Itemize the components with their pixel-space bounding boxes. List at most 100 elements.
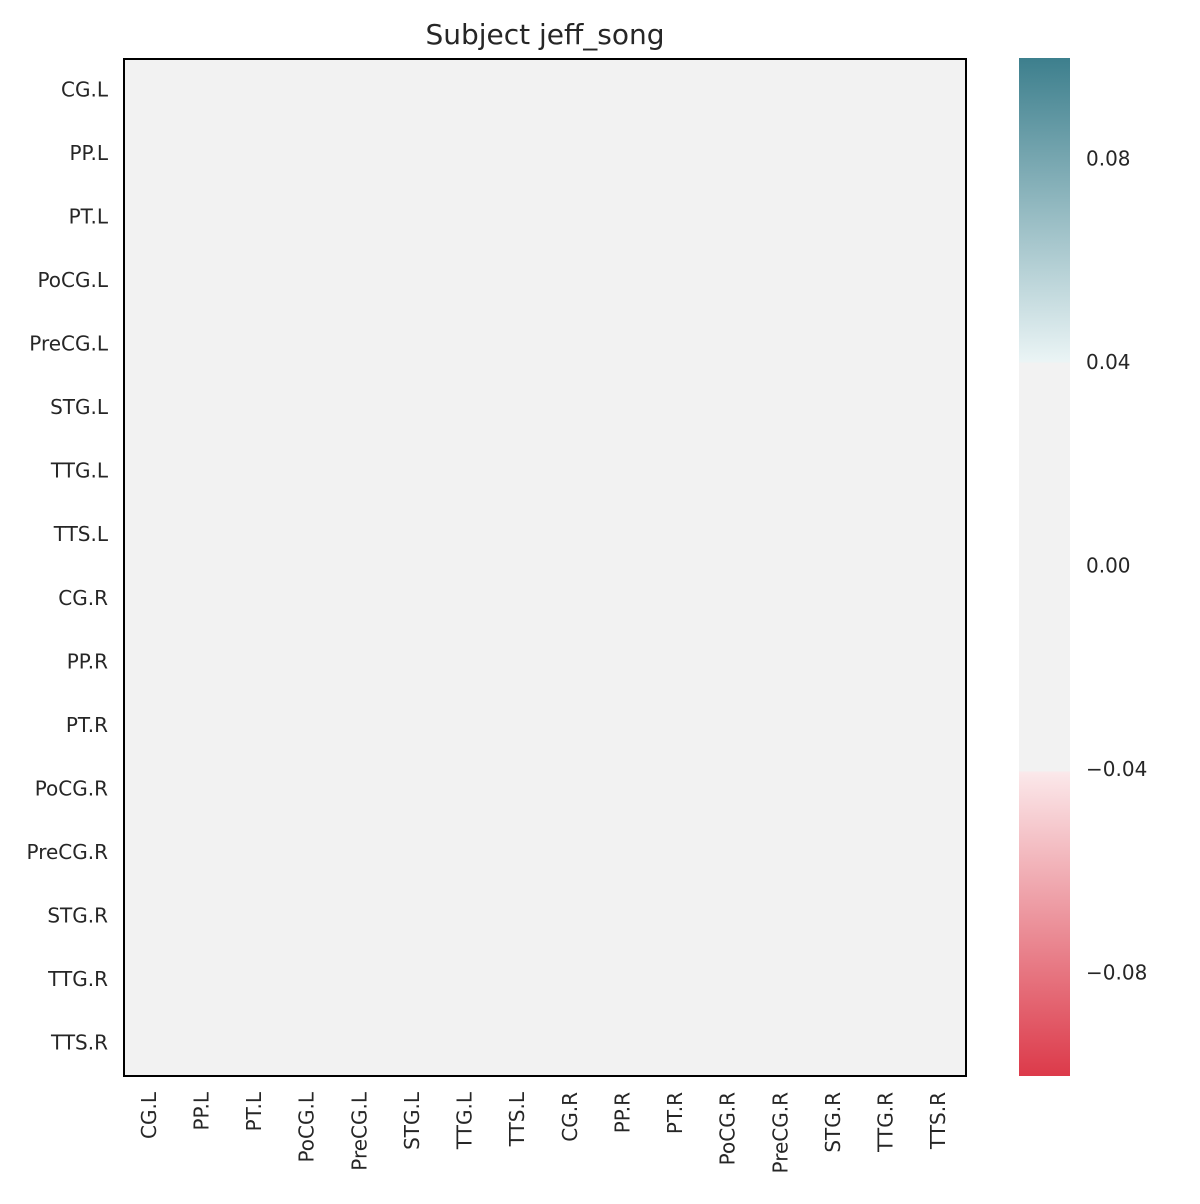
column-tick-label: PreCG.L [347, 1091, 371, 1171]
heatmap-cell [545, 440, 599, 505]
heatmap-cell [545, 694, 599, 759]
heatmap-cell [597, 376, 651, 441]
heatmap-cell [597, 948, 651, 1014]
colorbar-tick-label: −0.08 [1086, 961, 1147, 985]
heatmap-cell [650, 249, 704, 314]
heatmap-cell [808, 440, 862, 505]
heatmap-cell [281, 440, 336, 505]
heatmap-cell [702, 59, 757, 124]
heatmap-cell [650, 631, 704, 696]
heatmap-cell [387, 758, 441, 823]
heatmap-cell [124, 631, 178, 696]
heatmap-cell [860, 503, 914, 569]
heatmap-cell [597, 758, 651, 823]
heatmap-cell [124, 440, 178, 505]
heatmap-cell [281, 59, 336, 124]
heatmap-cell [334, 821, 388, 886]
row-tick-label: PoCG.R [35, 776, 108, 800]
heatmap-cell [334, 122, 388, 187]
row-tick-label: PP.R [67, 649, 108, 673]
heatmap-cell [702, 376, 757, 441]
heatmap-cell [124, 376, 178, 441]
column-tick-label: CG.L [137, 1091, 161, 1139]
heatmap-cell [387, 948, 441, 1014]
column-tick-label: STG.R [821, 1092, 845, 1153]
row-tick-label: TTG.L [50, 459, 109, 483]
row-tick-label: CG.L [61, 77, 109, 101]
row-tick-label: PT.L [69, 204, 109, 228]
heatmap-cell [176, 631, 230, 696]
heatmap-cell [387, 249, 441, 314]
heatmap-cell [597, 249, 651, 314]
heatmap-cell [387, 59, 441, 124]
heatmap-cell [702, 440, 757, 505]
column-tick-label: PT.L [242, 1091, 266, 1131]
heatmap-cell [334, 567, 388, 632]
heatmap-cell [913, 503, 967, 569]
heatmap-cell [439, 948, 493, 1014]
heatmap-cell [650, 758, 704, 823]
heatmap-cell [860, 59, 914, 124]
heatmap-cell [176, 249, 230, 314]
heatmap-cell [124, 821, 178, 886]
heatmap-cell [755, 313, 809, 378]
heatmap-cell [808, 186, 862, 251]
heatmap-cell [281, 186, 336, 251]
heatmap-cell [334, 186, 388, 251]
heatmap-cell [913, 313, 967, 378]
heatmap-cell [334, 376, 388, 441]
heatmap-cell [229, 313, 283, 378]
heatmap-cell [755, 59, 809, 124]
heatmap-cell [439, 122, 493, 187]
heatmap-cell [702, 948, 757, 1014]
heatmap-cell [439, 758, 493, 823]
heatmap-cell [334, 885, 388, 950]
heatmap-cell [281, 1012, 336, 1077]
heatmap-cell [492, 313, 546, 378]
heatmap-cell [597, 631, 651, 696]
heatmap-cell [913, 631, 967, 696]
heatmap-cell [439, 313, 493, 378]
heatmap-cell [650, 694, 704, 759]
column-tick-label: PoCG.R [716, 1092, 740, 1165]
heatmap-cell [702, 313, 757, 378]
heatmap-cell [913, 567, 967, 632]
heatmap-cell [229, 631, 283, 696]
heatmap-cell [913, 59, 967, 124]
heatmap-cell [650, 1012, 704, 1077]
colorbar [1019, 58, 1070, 1076]
heatmap-cell [545, 885, 599, 950]
heatmap-cell [755, 249, 809, 314]
heatmap-cell [176, 440, 230, 505]
heatmap-cell [650, 440, 704, 505]
heatmap-cell [492, 249, 546, 314]
heatmap-cell [229, 503, 283, 569]
heatmap-cell [755, 440, 809, 505]
heatmap-cell [176, 948, 230, 1014]
heatmap-cell [545, 249, 599, 314]
column-tick-label: PreCG.R [768, 1092, 792, 1174]
heatmap-cell [650, 59, 704, 124]
heatmap-cell [808, 885, 862, 950]
heatmap-cell [597, 694, 651, 759]
heatmap-cell [545, 567, 599, 632]
heatmap-cell [650, 186, 704, 251]
row-tick-label: TTS.L [53, 522, 109, 546]
heatmap-cell [492, 885, 546, 950]
heatmap-cell [702, 885, 757, 950]
heatmap-cell [860, 948, 914, 1014]
heatmap-cell [492, 503, 546, 569]
heatmap-cell [545, 122, 599, 187]
heatmap-cell [492, 59, 546, 124]
heatmap-cell [545, 376, 599, 441]
heatmap-cell [334, 440, 388, 505]
heatmap-cell [229, 376, 283, 441]
heatmap-cell [597, 313, 651, 378]
heatmap-cell [334, 758, 388, 823]
heatmap-cell [281, 758, 336, 823]
heatmap-cell [387, 567, 441, 632]
colorbar-tick-label: 0.04 [1086, 350, 1131, 374]
heatmap-cell [176, 758, 230, 823]
heatmap-cell [492, 821, 546, 886]
column-tick-label: CG.R [558, 1092, 582, 1142]
